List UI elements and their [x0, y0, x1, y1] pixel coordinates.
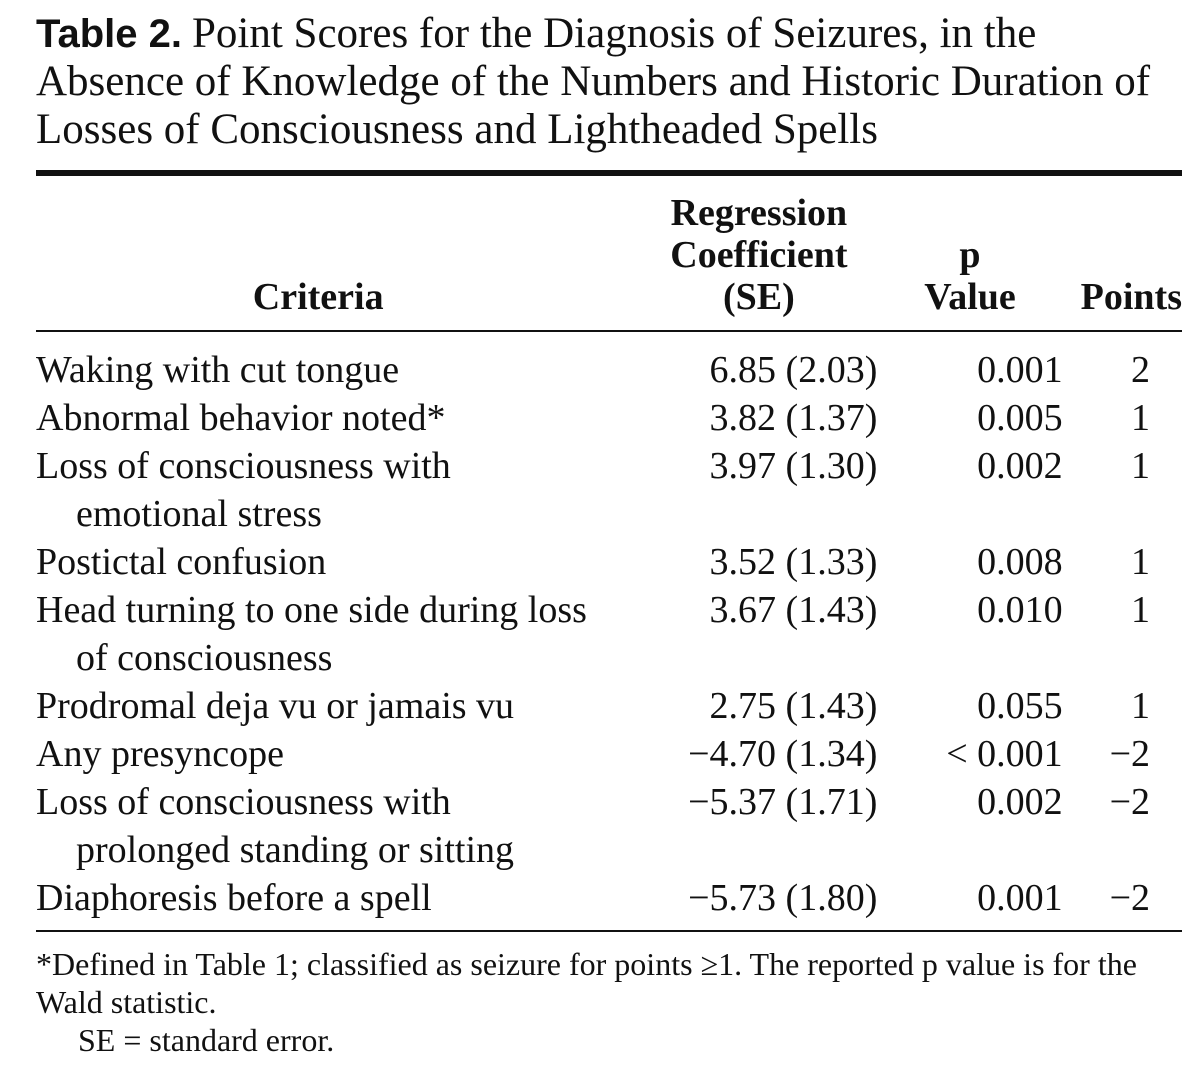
table-cell: 3.52 (1.33)	[709, 541, 878, 583]
title: Table 2. Point Scores for the Diagnosis o…	[36, 10, 1176, 154]
table-header: Criteria Regression Coefficient (SE) p Val…	[36, 173, 1182, 331]
table-cell: 1	[1131, 445, 1150, 487]
table-cell: Loss of consciousness with emotional str…	[36, 445, 451, 535]
column-header-text: Regression Coefficient (SE)	[670, 192, 848, 318]
table-cell: 1	[1131, 589, 1150, 631]
table-row: Waking with cut tongue 6.85 (2.03) 0.001 2	[36, 331, 1182, 394]
table-cell: Head turning to one side during loss of …	[36, 589, 587, 679]
table-cell: 0.005	[977, 397, 1063, 439]
table-body: Waking with cut tongue 6.85 (2.03) 0.001 2 A…	[36, 331, 1182, 931]
table-row: Any presyncope −4.70 (1.34) < 0.001 −2	[36, 730, 1182, 778]
table-label: Table 2.	[36, 12, 182, 56]
table-cell: < 0.001	[946, 733, 1063, 775]
column-header: Points	[1081, 173, 1182, 331]
table-cell: −5.37 (1.71)	[688, 781, 878, 823]
column-header: p Value	[877, 173, 1080, 331]
table-cell: 3.67 (1.43)	[709, 589, 878, 631]
table-cell: 0.002	[977, 781, 1063, 823]
table: Criteria Regression Coefficient (SE) p Val…	[36, 170, 1182, 932]
table-cell: 3.82 (1.37)	[709, 397, 878, 439]
table-cell: 1	[1131, 685, 1150, 727]
table-cell: 0.010	[977, 589, 1063, 631]
table-row: Postictal confusion 3.52 (1.33) 0.008 1	[36, 538, 1182, 586]
column-header-text: Criteria	[252, 276, 384, 318]
table-cell: 6.85 (2.03)	[709, 349, 878, 391]
table-cell: 1	[1131, 397, 1150, 439]
table-cell: 0.001	[977, 349, 1063, 391]
table-row: Loss of consciousness with prolonged sta…	[36, 778, 1182, 874]
table-cell: 3.97 (1.30)	[709, 445, 878, 487]
table-row: Prodromal deja vu or jamais vu 2.75 (1.43…	[36, 682, 1182, 730]
column-header: Criteria	[36, 173, 600, 331]
table-cell: Abnormal behavior noted*	[36, 397, 446, 439]
table-cell: Diaphoresis before a spell	[36, 877, 432, 919]
table-row: Diaphoresis before a spell −5.73 (1.80) 0.…	[36, 874, 1182, 931]
table-cell: 0.008	[977, 541, 1063, 583]
table-row: Loss of consciousness with emotional str…	[36, 442, 1182, 538]
table-cell: Any presyncope	[36, 733, 284, 775]
table-cell: Postictal confusion	[36, 541, 327, 583]
table-cell: 0.002	[977, 445, 1063, 487]
table-row: Head turning to one side during loss of …	[36, 586, 1182, 682]
table-cell: Loss of consciousness with prolonged sta…	[36, 781, 515, 871]
column-header: Regression Coefficient (SE)	[600, 173, 877, 331]
column-header-text: Points	[1080, 276, 1182, 318]
table-cell: −2	[1109, 781, 1150, 823]
table-cell: Prodromal deja vu or jamais vu	[36, 685, 515, 727]
table-cell: Waking with cut tongue	[36, 349, 400, 391]
table-cell: 0.055	[977, 685, 1063, 727]
table-row: Abnormal behavior noted* 3.82 (1.37) 0.005…	[36, 394, 1182, 442]
table-cell: −5.73 (1.80)	[688, 877, 878, 919]
table-cell: 2	[1131, 349, 1150, 391]
table-cell: −2	[1109, 733, 1150, 775]
footnote: SE = standard error.	[78, 1022, 335, 1058]
title-text: Point Scores for the Diagnosis of Seizur…	[36, 10, 1151, 153]
table-cell: −4.70 (1.34)	[688, 733, 878, 775]
footnote: *Defined in Table 1; classified as seizu…	[36, 946, 1137, 1020]
footnotes: *Defined in Table 1; classified as seizu…	[36, 945, 1186, 1059]
table-cell: −2	[1109, 877, 1150, 919]
column-header-text: p Value	[924, 234, 1016, 318]
table-cell: 0.001	[977, 877, 1063, 919]
table-cell: 2.75 (1.43)	[709, 685, 878, 727]
table-cell: 1	[1131, 541, 1150, 583]
header-row: Criteria Regression Coefficient (SE) p Val…	[36, 173, 1182, 331]
